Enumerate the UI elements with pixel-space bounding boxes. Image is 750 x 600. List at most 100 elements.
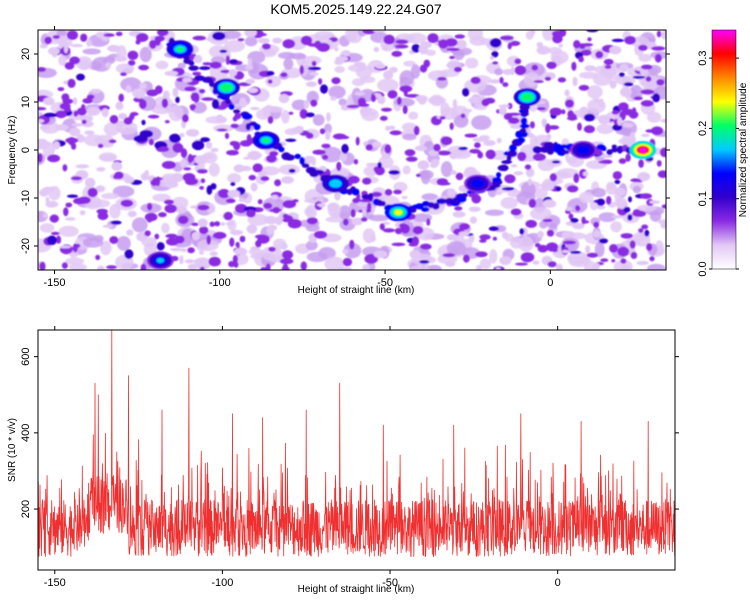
heatmap-cell <box>377 96 386 105</box>
heatmap-cell <box>458 146 468 151</box>
heatmap-cell <box>229 237 235 247</box>
snr-y-tick-label: 200 <box>20 500 32 518</box>
heatmap-cell <box>239 235 246 243</box>
heatmap-cell <box>633 209 641 216</box>
heatmap-cell <box>300 35 313 46</box>
heatmap-cell <box>164 120 170 124</box>
heatmap-cell <box>558 43 563 48</box>
heatmap-cell <box>594 241 605 258</box>
heatmap-cell <box>216 116 227 124</box>
heatmap-cell <box>446 234 458 241</box>
heatmap-cell <box>638 159 644 168</box>
heatmap-cell <box>341 143 349 154</box>
heatmap-cell <box>659 147 666 158</box>
heatmap-cell <box>496 172 502 178</box>
heatmap-cell <box>198 66 211 71</box>
heatmap-cell <box>206 37 216 42</box>
heatmap-cell <box>124 249 134 260</box>
heatmap-cell <box>479 258 492 270</box>
heatmap-cell <box>193 259 208 263</box>
heatmap-cell <box>632 75 646 79</box>
heatmap-cell <box>419 260 430 264</box>
heatmap-cell <box>383 34 395 45</box>
heatmap-cell <box>450 170 457 176</box>
heatmap-cell <box>508 117 520 124</box>
heatmap-cell <box>611 259 616 263</box>
heatmap-cell <box>120 199 134 207</box>
heatmap-cell <box>592 262 600 270</box>
heatmap-cell <box>527 133 534 138</box>
heatmap-cell <box>230 181 236 186</box>
spectrogram-y-label: Frequency (Hz) <box>7 116 18 185</box>
heatmap-cell <box>325 216 344 223</box>
heatmap-cell <box>542 30 555 41</box>
heatmap-cell <box>158 30 165 35</box>
heatmap-cell <box>389 130 402 136</box>
heatmap-cell <box>630 251 638 259</box>
heatmap-cell <box>261 106 284 113</box>
heatmap-cell <box>155 85 163 94</box>
heatmap-cell <box>288 111 294 115</box>
heatmap-cell <box>265 75 282 88</box>
heatmap-cell <box>620 233 633 239</box>
heatmap-cell <box>282 200 297 209</box>
heatmap-cell <box>411 43 421 53</box>
heatmap-cell <box>496 137 502 144</box>
heatmap-cell <box>108 139 117 144</box>
heatmap-cell <box>384 189 393 196</box>
spectrogram-x-tick-label: -100 <box>209 277 231 289</box>
heatmap-cell <box>56 235 62 244</box>
heatmap-cell <box>517 137 525 144</box>
heatmap-cell <box>459 223 470 230</box>
heatmap-cell <box>177 215 189 225</box>
heatmap-cell <box>651 46 666 51</box>
heatmap-cell <box>572 76 578 87</box>
heatmap-cell <box>240 165 252 172</box>
heatmap-cell <box>533 187 548 199</box>
heatmap-cell <box>507 102 513 110</box>
heatmap-cell <box>598 212 617 223</box>
heatmap-cell <box>411 236 420 246</box>
heatmap-cell <box>454 34 465 39</box>
heatmap-cell <box>623 123 634 128</box>
heatmap-cell <box>278 146 285 153</box>
heatmap-cell <box>491 50 499 58</box>
heatmap-cell <box>524 164 532 170</box>
heatmap-cell <box>548 125 560 130</box>
heatmap-cell <box>208 45 229 58</box>
heatmap-cell <box>175 96 180 104</box>
heatmap-cell <box>616 200 628 210</box>
heatmap-cell <box>396 96 402 105</box>
heatmap-cell <box>324 256 345 270</box>
spectrogram-x-label: Height of straight line (km) <box>298 285 415 296</box>
heatmap-cell <box>149 39 157 49</box>
heatmap-cell <box>355 64 373 79</box>
heatmap-cell <box>377 162 382 169</box>
heatmap-cell <box>116 236 131 251</box>
heatmap-cell <box>69 56 81 65</box>
heatmap-cell <box>199 266 205 270</box>
heatmap-cell <box>485 149 496 160</box>
heatmap-cell <box>146 202 153 211</box>
heatmap-cell <box>277 51 296 60</box>
heatmap-cell <box>350 208 356 218</box>
heatmap-cell <box>585 245 591 254</box>
heatmap-cell <box>187 247 195 254</box>
heatmap-cell <box>399 70 415 86</box>
heatmap-cell <box>644 229 650 237</box>
heatmap-cell <box>495 267 501 270</box>
heatmap-cell <box>86 39 93 47</box>
heatmap-cell <box>209 251 218 257</box>
heatmap-cell <box>311 60 317 67</box>
heatmap-peak <box>176 46 185 52</box>
heatmap-cell <box>531 64 539 71</box>
heatmap-cell <box>624 35 636 45</box>
heatmap-cell <box>227 173 242 184</box>
heatmap-cell <box>502 69 513 75</box>
heatmap-cell <box>454 206 463 211</box>
heatmap-cell <box>312 114 325 126</box>
heatmap-cell <box>461 192 468 198</box>
heatmap-cell <box>600 258 609 263</box>
heatmap-cell <box>52 35 60 39</box>
heatmap-cell <box>519 131 529 138</box>
